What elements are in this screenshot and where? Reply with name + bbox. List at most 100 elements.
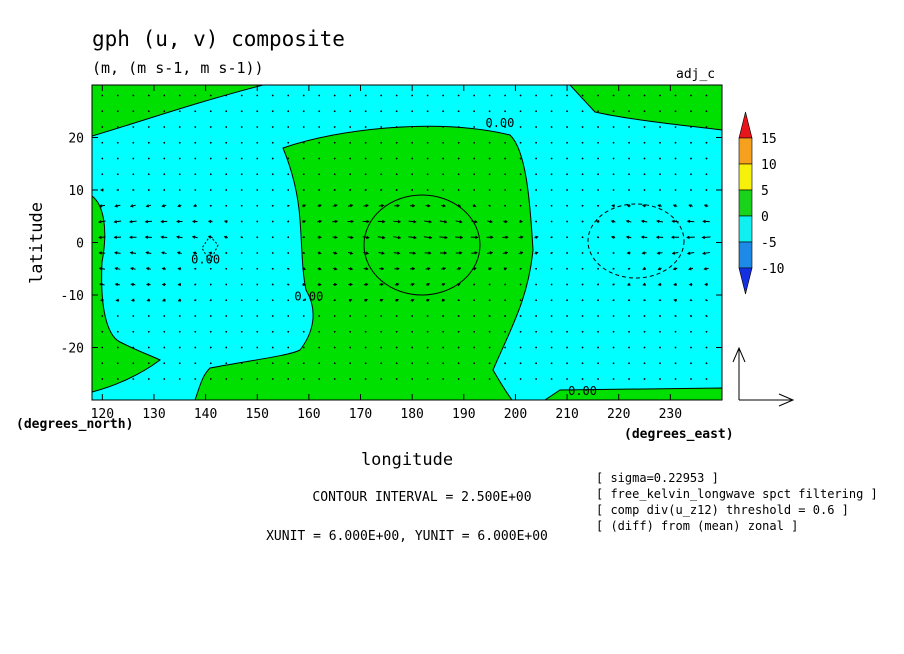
wind-vector-dot <box>504 157 507 160</box>
wind-vector-dot <box>705 346 708 349</box>
wind-vector-dot <box>550 315 553 317</box>
wind-vector-head <box>396 204 401 208</box>
wind-vector-dot <box>705 189 708 191</box>
wind-vector-head <box>318 282 322 287</box>
wind-vector-head <box>193 203 197 208</box>
wind-vector-dot <box>504 94 507 97</box>
wind-vector-dot <box>519 330 522 333</box>
wind-vector-dot <box>271 110 274 113</box>
wind-vector-dot <box>473 315 476 317</box>
wind-vector-dot <box>225 252 228 254</box>
wind-vector <box>687 251 695 255</box>
wind-vector-dot <box>519 94 522 97</box>
contour-negative-east <box>587 203 685 279</box>
wind-vector-head <box>457 204 462 208</box>
wind-vector-head <box>382 219 386 224</box>
wind-vector-dot <box>504 110 507 113</box>
wind-vector-dot <box>426 346 429 349</box>
wind-vector-dot <box>395 315 398 317</box>
wind-vector-dot <box>271 299 274 302</box>
wind-vector-dot <box>132 110 135 113</box>
wind-vector-head <box>161 204 165 208</box>
wind-vector-head <box>333 267 338 271</box>
wind-vector-dot <box>194 378 197 380</box>
x-tick-label: 140 <box>194 407 217 422</box>
wind-vector-dot <box>659 189 661 191</box>
wind-vector-dot <box>659 94 661 97</box>
wind-vector-head <box>411 204 416 208</box>
wind-vector <box>393 220 401 223</box>
wind-vector-dot <box>674 378 677 380</box>
wind-vector-dot <box>380 126 383 128</box>
wind-vector-dot <box>240 126 243 128</box>
wind-vector-dot <box>163 330 166 333</box>
wind-vector-dot <box>550 189 553 191</box>
wind-vector-dot <box>395 94 398 97</box>
wind-vector-dot <box>612 346 615 349</box>
wind-vector-dot <box>411 94 414 97</box>
wind-vector-head <box>161 267 166 271</box>
wind-vector-dot <box>550 378 553 380</box>
wind-vector-dot <box>225 315 228 317</box>
wind-vector-dot <box>504 299 507 302</box>
wind-vector-head <box>671 251 676 255</box>
wind-vector-dot <box>473 110 476 113</box>
wind-vector-dot <box>256 346 259 349</box>
wind-vector-dot <box>256 252 259 254</box>
wind-vector-dot <box>426 362 429 365</box>
x-axis: 120 130 140 150 160 170 180 190 200 210 220 230 <box>91 85 682 422</box>
wind-vector-head <box>100 188 104 192</box>
wind-vector-head <box>177 282 182 286</box>
wind-vector-dot <box>411 378 414 380</box>
wind-vector-dot <box>349 378 352 380</box>
wind-vector-dot <box>194 126 197 128</box>
colorbar-segment <box>738 241 753 269</box>
wind-vector-dot <box>535 110 537 113</box>
wind-vector-dot <box>333 362 336 365</box>
wind-vector-head <box>334 219 339 224</box>
wind-vector-dot <box>519 126 522 128</box>
wind-vector-dot <box>132 315 135 317</box>
wind-vector-dot <box>302 110 305 113</box>
wind-vector-dot <box>535 362 537 365</box>
wind-vector-dot <box>674 157 677 160</box>
wind-vector-head <box>702 251 706 255</box>
wind-vector-head <box>162 298 166 302</box>
wind-vector-head <box>160 235 164 239</box>
y-axis: 20 10 0 -10 -20 <box>61 132 722 357</box>
wind-vector-head <box>208 251 212 255</box>
wind-vector-dot <box>287 378 290 380</box>
wind-vector-dot <box>659 346 661 349</box>
wind-vector <box>455 236 463 239</box>
wind-vector-head <box>642 267 646 271</box>
wind-vector-head <box>457 267 462 271</box>
wind-vector-dot <box>612 362 615 365</box>
wind-vector-head <box>177 298 182 302</box>
wind-vector-dot <box>411 157 414 160</box>
wind-vector-dot <box>302 173 305 176</box>
wind-vector-dot <box>209 378 212 380</box>
wind-vector-head <box>703 204 708 208</box>
wind-vector-head <box>702 219 706 224</box>
wind-vector-dot <box>411 141 414 144</box>
wind-vector-dot <box>364 346 367 349</box>
wind-vector-dot <box>612 126 615 128</box>
wind-vector-dot <box>163 110 166 113</box>
wind-vector-head <box>626 204 631 208</box>
wind-vector-dot <box>194 110 197 113</box>
wind-vector-dot <box>566 236 568 239</box>
wind-vector-dot <box>163 141 166 144</box>
wind-vector-dot <box>488 346 491 349</box>
wind-vector <box>408 220 416 223</box>
wind-vector-dot <box>256 126 259 128</box>
wind-vector-dot <box>178 315 181 317</box>
wind-vector <box>145 220 153 223</box>
wind-vector-head <box>686 235 690 239</box>
wind-vector-dot <box>364 189 367 191</box>
wind-vector-dot <box>209 299 212 302</box>
wind-vector-dot <box>442 110 445 113</box>
note-line-1: [ sigma=0.22953 ] <box>596 471 719 485</box>
wind-vector-dot <box>240 141 243 144</box>
wind-vector-head <box>145 282 150 287</box>
wind-vector-head <box>302 204 307 208</box>
